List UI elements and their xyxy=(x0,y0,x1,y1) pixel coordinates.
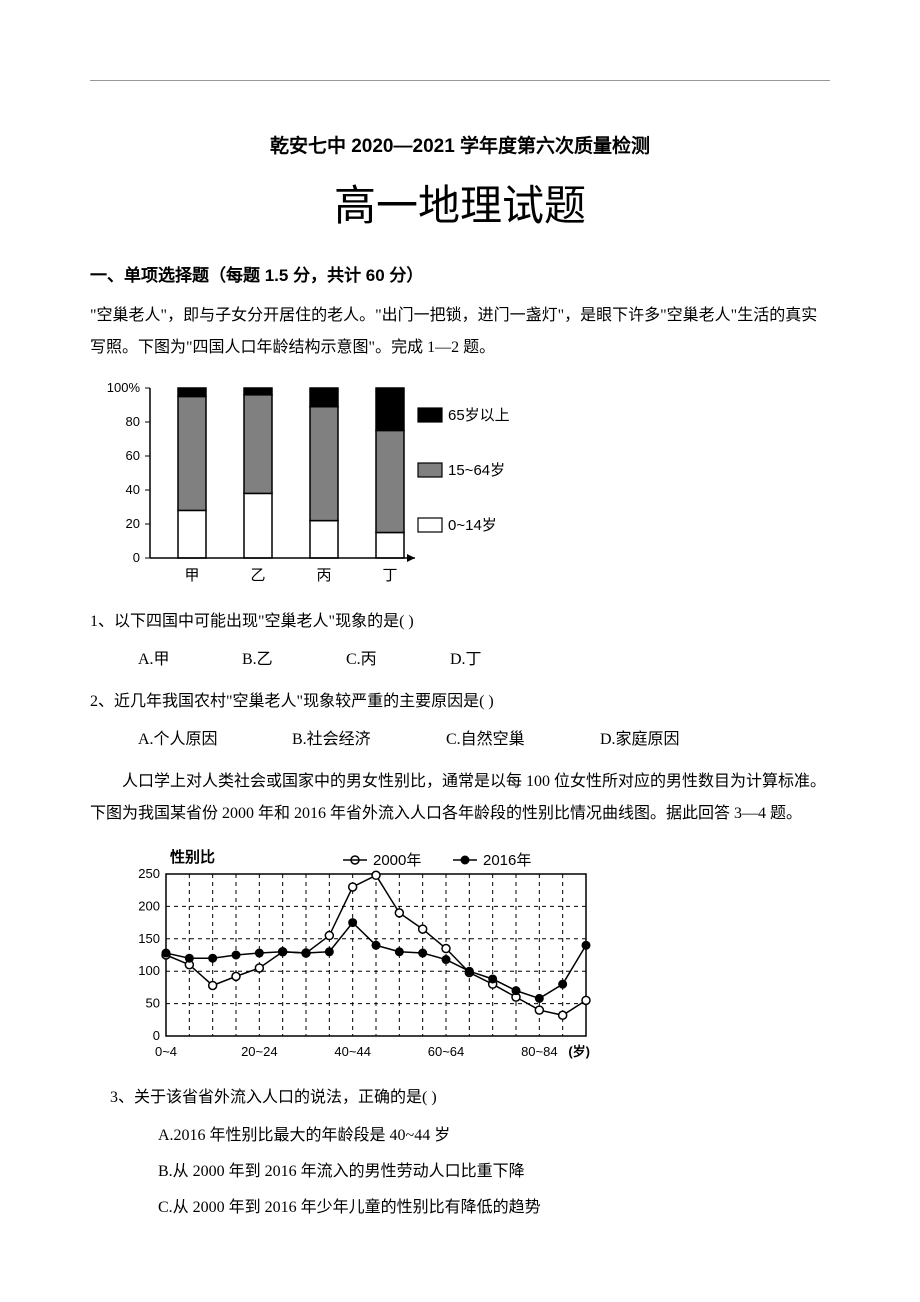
svg-text:80: 80 xyxy=(126,414,140,429)
page: 乾安七中 2020—2021 学年度第六次质量检测 高一地理试题 一、单项选择题… xyxy=(0,0,920,1294)
svg-text:0~4: 0~4 xyxy=(155,1044,177,1059)
intro-para-1: "空巢老人"，即与子女分开居住的老人。"出门一把锁，进门一盏灯"，是眼下许多"空… xyxy=(90,300,830,364)
q1-opt-b: B.乙 xyxy=(242,644,342,676)
svg-text:丁: 丁 xyxy=(382,567,397,584)
svg-text:200: 200 xyxy=(138,898,160,913)
svg-text:2016年: 2016年 xyxy=(483,852,531,869)
svg-text:甲: 甲 xyxy=(184,567,199,584)
q3-opt-a: A.2016 年性别比最大的年龄段是 40~44 岁 xyxy=(158,1120,830,1152)
question-2: 2、近几年我国农村"空巢老人"现象较严重的主要原因是( ) xyxy=(90,686,830,718)
svg-text:2000年: 2000年 xyxy=(373,852,421,869)
q1-opt-a: A.甲 xyxy=(138,644,238,676)
svg-text:丙: 丙 xyxy=(316,567,331,584)
question-3: 3、关于该省省外流入人口的说法，正确的是( ) xyxy=(110,1082,830,1114)
q2-opt-a: A.个人原因 xyxy=(138,724,288,756)
chart-2-sex-ratio: 0 50 100 150 200 250 0~4 20~24 40~44 60~64 80~84 (岁… xyxy=(120,844,830,1064)
q3-opt-c: C.从 2000 年到 2016 年少年儿童的性别比有降低的趋势 xyxy=(158,1192,830,1224)
svg-text:20: 20 xyxy=(126,516,140,531)
q2-opt-b: B.社会经济 xyxy=(292,724,442,756)
chart-1-svg: 0 20 40 60 80 100% 甲 乙 丙 丁 65岁以上 15~64岁 0~14岁 xyxy=(90,378,530,588)
svg-text:15~64岁: 15~64岁 xyxy=(448,462,505,479)
svg-text:150: 150 xyxy=(138,931,160,946)
svg-text:40: 40 xyxy=(126,482,140,497)
question-1-options: A.甲 B.乙 C.丙 D.丁 xyxy=(138,644,830,676)
svg-text:50: 50 xyxy=(146,996,160,1011)
svg-text:0~14岁: 0~14岁 xyxy=(448,517,497,534)
svg-text:20~24: 20~24 xyxy=(241,1044,278,1059)
svg-text:100%: 100% xyxy=(107,380,141,395)
q1-opt-d: D.丁 xyxy=(450,644,550,676)
chart-2-svg: 0 50 100 150 200 250 0~4 20~24 40~44 60~64 80~84 (岁… xyxy=(120,844,600,1064)
chart-1-age-structure: 0 20 40 60 80 100% 甲 乙 丙 丁 65岁以上 15~64岁 0~14岁 xyxy=(90,378,830,588)
doc-subtitle: 乾安七中 2020—2021 学年度第六次质量检测 xyxy=(90,131,830,158)
svg-text:(岁): (岁) xyxy=(568,1044,590,1059)
q2-opt-d: D.家庭原因 xyxy=(600,724,750,756)
question-3-options: A.2016 年性别比最大的年龄段是 40~44 岁 B.从 2000 年到 2… xyxy=(158,1120,830,1224)
q3-opt-b: B.从 2000 年到 2016 年流入的男性劳动人口比重下降 xyxy=(158,1156,830,1188)
section-heading: 一、单项选择题（每题 1.5 分，共计 60 分） xyxy=(90,261,830,286)
svg-text:100: 100 xyxy=(138,963,160,978)
question-2-options: A.个人原因 B.社会经济 C.自然空巢 D.家庭原因 xyxy=(138,724,830,756)
svg-text:40~44: 40~44 xyxy=(334,1044,371,1059)
svg-text:乙: 乙 xyxy=(250,567,265,584)
svg-text:性别比: 性别比 xyxy=(170,848,215,866)
top-rule xyxy=(90,80,830,81)
svg-text:0: 0 xyxy=(153,1028,160,1043)
q2-opt-c: C.自然空巢 xyxy=(446,724,596,756)
doc-title: 高一地理试题 xyxy=(90,172,830,233)
svg-text:60: 60 xyxy=(126,448,140,463)
svg-text:80~84: 80~84 xyxy=(521,1044,558,1059)
svg-text:65岁以上: 65岁以上 xyxy=(448,407,510,424)
intro-para-2: 人口学上对人类社会或国家中的男女性别比，通常是以每 100 位女性所对应的男性数… xyxy=(90,766,830,830)
svg-text:0: 0 xyxy=(133,550,140,565)
svg-text:250: 250 xyxy=(138,866,160,881)
svg-text:60~64: 60~64 xyxy=(428,1044,465,1059)
question-1: 1、以下四国中可能出现"空巢老人"现象的是( ) xyxy=(90,606,830,638)
q1-opt-c: C.丙 xyxy=(346,644,446,676)
